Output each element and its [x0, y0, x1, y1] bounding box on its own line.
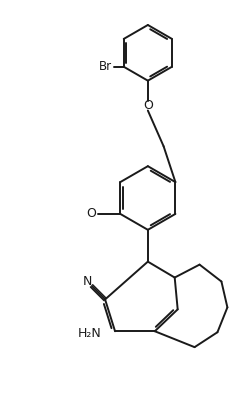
Text: O: O — [87, 208, 96, 221]
Text: H₂N: H₂N — [77, 327, 101, 340]
Text: O: O — [143, 99, 153, 112]
Text: N: N — [83, 276, 92, 288]
Text: Br: Br — [99, 60, 112, 73]
